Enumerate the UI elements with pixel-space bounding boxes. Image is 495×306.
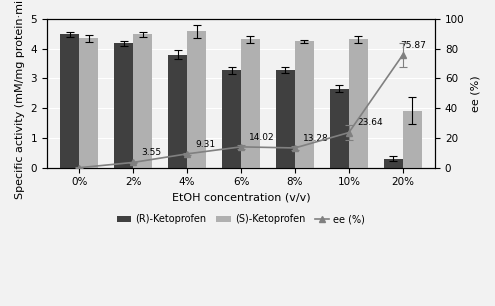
Text: 75.87: 75.87 bbox=[400, 41, 426, 50]
Bar bbox=[133, 35, 152, 168]
Bar bbox=[295, 41, 314, 168]
X-axis label: EtOH concentration (v/v): EtOH concentration (v/v) bbox=[172, 193, 310, 203]
Bar bbox=[60, 35, 79, 168]
Bar bbox=[79, 38, 98, 168]
Text: 9.31: 9.31 bbox=[195, 140, 215, 149]
Bar bbox=[241, 39, 260, 168]
Bar bbox=[403, 110, 422, 168]
Y-axis label: Specific activity (mM/mg protein·min): Specific activity (mM/mg protein·min) bbox=[15, 0, 25, 199]
Text: 23.64: 23.64 bbox=[357, 118, 383, 127]
Bar bbox=[330, 89, 349, 168]
Text: 13.28: 13.28 bbox=[303, 134, 329, 143]
Bar bbox=[222, 70, 241, 168]
Bar bbox=[384, 159, 403, 168]
Bar bbox=[349, 39, 368, 168]
Y-axis label: ee (%): ee (%) bbox=[470, 75, 480, 112]
Bar bbox=[114, 43, 133, 168]
Bar bbox=[187, 32, 206, 168]
Text: 3.55: 3.55 bbox=[141, 148, 161, 157]
Bar bbox=[276, 70, 295, 168]
Legend: (R)-Ketoprofen, (S)-Ketoprofen, ee (%): (R)-Ketoprofen, (S)-Ketoprofen, ee (%) bbox=[113, 211, 369, 228]
Text: 14.02: 14.02 bbox=[249, 133, 275, 142]
Bar bbox=[168, 55, 187, 168]
